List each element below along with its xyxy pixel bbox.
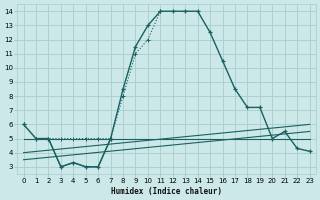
X-axis label: Humidex (Indice chaleur): Humidex (Indice chaleur) xyxy=(111,187,222,196)
